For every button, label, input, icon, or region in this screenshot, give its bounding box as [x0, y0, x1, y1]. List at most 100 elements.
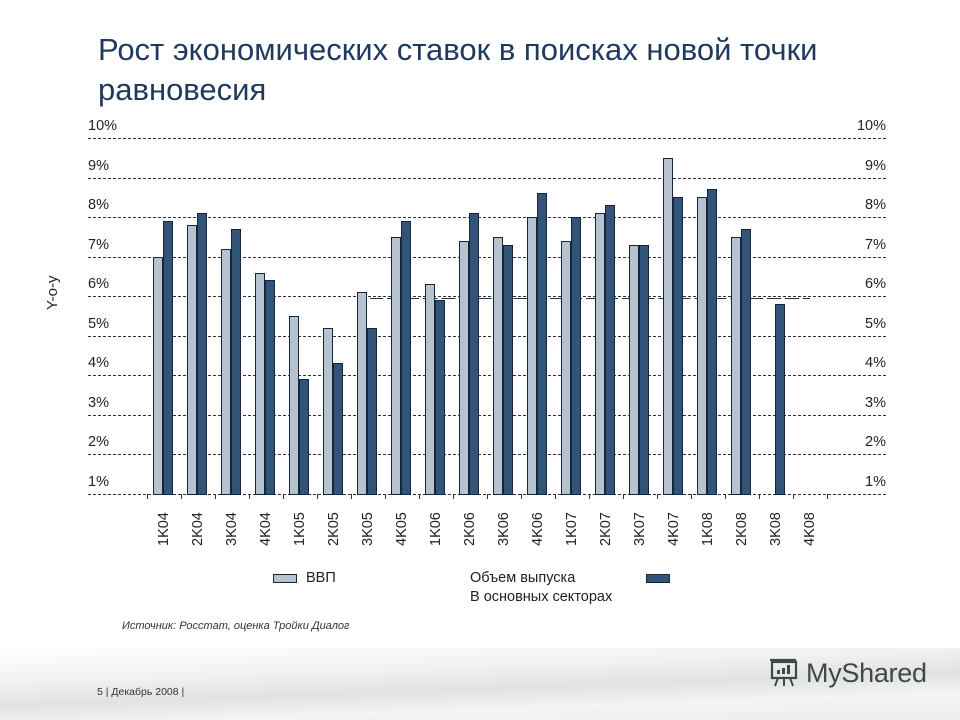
- x-tick-label: 3K06: [496, 512, 512, 546]
- legend-label-gdp: ВВП: [306, 570, 336, 586]
- bar-output: [639, 244, 649, 495]
- myshared-logo[interactable]: MyShared: [766, 656, 927, 690]
- gridline: [88, 257, 886, 258]
- x-tick-label: 2K06: [462, 512, 478, 546]
- bar-gdp: [255, 272, 265, 495]
- x-tick: [589, 494, 590, 499]
- x-tick: [317, 494, 318, 499]
- x-tick-label: 3K08: [768, 512, 784, 546]
- presentation-board-icon: [770, 658, 798, 687]
- bar-gdp: [731, 236, 741, 495]
- y-tick-label-right: 1%: [865, 474, 886, 490]
- x-tick-label: 2K05: [326, 512, 342, 546]
- bar-gdp: [391, 236, 401, 495]
- gridline: [88, 415, 886, 416]
- x-tick: [657, 494, 658, 499]
- y-tick-label-left: 4%: [88, 355, 109, 371]
- x-tick: [827, 494, 828, 499]
- bar-output: [435, 300, 445, 495]
- x-tick-label: 1K05: [292, 512, 308, 546]
- legend-swatch-output: [646, 574, 670, 583]
- x-tick-label: 3K04: [224, 512, 240, 546]
- x-tick: [351, 494, 352, 499]
- bar-gdp: [425, 284, 435, 495]
- x-tick: [453, 494, 454, 499]
- bar-gdp: [221, 248, 231, 495]
- x-tick: [555, 494, 556, 499]
- bar-gdp: [187, 225, 197, 495]
- x-tick-label: 4K04: [258, 512, 274, 546]
- bar-output: [367, 327, 377, 495]
- y-tick-label-left: 7%: [88, 237, 109, 253]
- x-tick-label: 4K08: [802, 512, 818, 546]
- y-tick-label-right: 2%: [865, 434, 886, 450]
- bar-output: [673, 197, 683, 495]
- y-tick-label-left: 6%: [88, 276, 109, 292]
- bar-gdp: [153, 256, 163, 495]
- bar-output: [231, 229, 241, 495]
- gridline: [88, 296, 886, 297]
- bar-output: [605, 205, 615, 495]
- x-tick: [793, 494, 794, 499]
- x-tick-label: 4K06: [530, 512, 546, 546]
- x-tick-label: 2K07: [598, 512, 614, 546]
- y-axis-title: Y-o-y: [44, 275, 61, 310]
- x-tick-label: 1K07: [564, 512, 580, 546]
- x-tick-label: 1K04: [156, 512, 172, 546]
- y-tick-label-left: 8%: [88, 197, 109, 213]
- gridline: [88, 454, 886, 455]
- bar-output: [469, 213, 479, 495]
- x-tick-label: 3K05: [360, 512, 376, 546]
- y-tick-label-right: 10%: [856, 118, 886, 134]
- y-tick-label-right: 8%: [865, 197, 886, 213]
- y-tick-label-right: 5%: [865, 316, 886, 332]
- legend-label-output-line1: Объем выпуска: [470, 570, 576, 586]
- x-tick-label: 4K07: [666, 512, 682, 546]
- y-tick-label-right: 7%: [865, 237, 886, 253]
- bar-output: [163, 221, 173, 495]
- x-tick: [725, 494, 726, 499]
- gridline: [88, 178, 886, 179]
- gridline: [88, 375, 886, 376]
- y-tick-label-left: 5%: [88, 316, 109, 332]
- y-tick-label-left: 10%: [88, 118, 118, 134]
- logo-text: MyShared: [806, 657, 927, 688]
- bar-gdp: [493, 236, 503, 495]
- legend-label-output: Объем выпуска В основных секторах: [470, 569, 612, 607]
- bar-gdp: [629, 244, 639, 495]
- reference-line: [370, 298, 810, 299]
- legend-swatch-gdp: [273, 574, 297, 583]
- y-tick-label-left: 2%: [88, 434, 109, 450]
- bar-output: [571, 217, 581, 495]
- y-tick-label-left: 9%: [88, 158, 109, 174]
- bar-gdp: [323, 327, 333, 495]
- bar-gdp: [697, 197, 707, 495]
- bar-gdp: [561, 240, 571, 495]
- x-tick-label: 2K08: [734, 512, 750, 546]
- legend-label-output-line2: В основных секторах: [470, 589, 613, 605]
- x-tick-label: 4K05: [394, 512, 410, 546]
- x-tick: [521, 494, 522, 499]
- x-tick: [759, 494, 760, 499]
- bar-gdp: [459, 240, 469, 495]
- bar-output: [401, 221, 411, 495]
- y-tick-label-right: 9%: [865, 158, 886, 174]
- x-tick-label: 1K06: [428, 512, 444, 546]
- bar-output: [503, 244, 513, 495]
- bar-output: [775, 304, 785, 495]
- x-tick: [147, 494, 148, 499]
- gridline: [88, 138, 886, 139]
- x-tick: [623, 494, 624, 499]
- x-tick: [215, 494, 216, 499]
- y-tick-label-left: 3%: [88, 395, 109, 411]
- bar-gdp: [595, 213, 605, 495]
- y-tick-label-left: 1%: [88, 474, 109, 490]
- gridline: [88, 336, 886, 337]
- x-tick: [181, 494, 182, 499]
- x-tick-label: 2K04: [190, 512, 206, 546]
- x-tick: [419, 494, 420, 499]
- bar-gdp: [289, 316, 299, 495]
- x-tick: [249, 494, 250, 499]
- bar-gdp: [663, 157, 673, 495]
